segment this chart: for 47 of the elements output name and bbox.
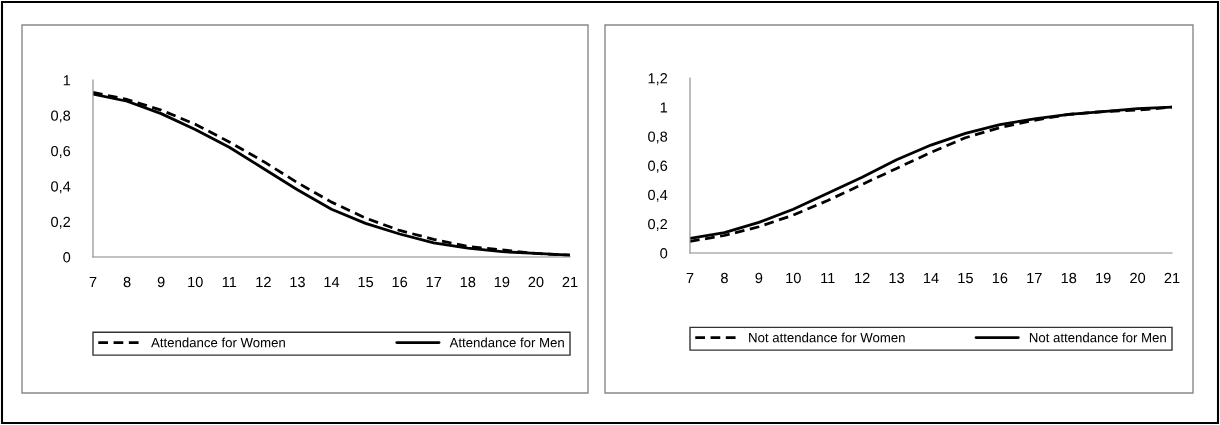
- x-tick-label: 8: [721, 272, 728, 284]
- x-tick-label: 20: [528, 276, 544, 288]
- x-tick-label: 18: [1061, 272, 1077, 284]
- x-tick-label: 21: [562, 276, 578, 288]
- x-tick-label: 10: [188, 276, 203, 288]
- x-tick-label: 8: [123, 276, 131, 288]
- y-tick-label: 0: [63, 252, 71, 263]
- x-tick-label: 10: [786, 272, 801, 284]
- x-tick-label: 14: [924, 272, 939, 284]
- legend-label: Not attendance for Women: [749, 332, 905, 343]
- x-tick-label: 16: [992, 272, 1008, 284]
- y-tick-label: 0,2: [648, 218, 668, 231]
- x-tick-label: 9: [157, 276, 165, 288]
- x-tick-label: 9: [755, 272, 763, 284]
- x-tick-label: 12: [855, 272, 870, 284]
- legend-label: Not attendance for Men: [1029, 332, 1166, 343]
- y-tick-label: 0,4: [51, 181, 71, 194]
- legend-label: Attendance for Women: [151, 337, 285, 348]
- x-tick-label: 15: [958, 272, 973, 284]
- x-tick-label: 21: [1164, 272, 1180, 284]
- x-tick-label: 7: [89, 276, 97, 288]
- x-tick-label: 13: [290, 276, 305, 288]
- x-tick-label: 20: [1130, 272, 1146, 284]
- y-tick-label: 0,6: [51, 145, 71, 158]
- y-tick-label: 0,8: [648, 131, 668, 144]
- x-tick-label: 19: [1096, 272, 1111, 284]
- y-tick-label: 0: [660, 248, 668, 259]
- y-tick-label: 1: [63, 75, 71, 86]
- x-tick-label: 18: [460, 276, 476, 288]
- x-tick-label: 15: [358, 276, 374, 288]
- x-tick-label: 17: [426, 276, 442, 288]
- y-tick-label: 1,2: [648, 73, 668, 86]
- legend-label: Attendance for Men: [449, 337, 564, 348]
- x-tick-label: 13: [889, 272, 905, 284]
- x-tick-label: 14: [324, 276, 340, 288]
- x-tick-label: 7: [686, 272, 694, 284]
- x-tick-label: 11: [821, 272, 835, 284]
- y-tick-label: 0,8: [51, 110, 71, 123]
- y-tick-label: 0,4: [648, 189, 668, 202]
- x-tick-label: 12: [256, 276, 271, 288]
- x-tick-label: 17: [1027, 272, 1042, 284]
- x-tick-label: 16: [392, 276, 408, 288]
- x-tick-label: 11: [222, 276, 237, 288]
- y-tick-label: 0,2: [51, 216, 71, 229]
- x-tick-label: 19: [494, 276, 510, 288]
- y-tick-label: 1: [660, 102, 668, 113]
- y-tick-label: 0,6: [648, 160, 668, 173]
